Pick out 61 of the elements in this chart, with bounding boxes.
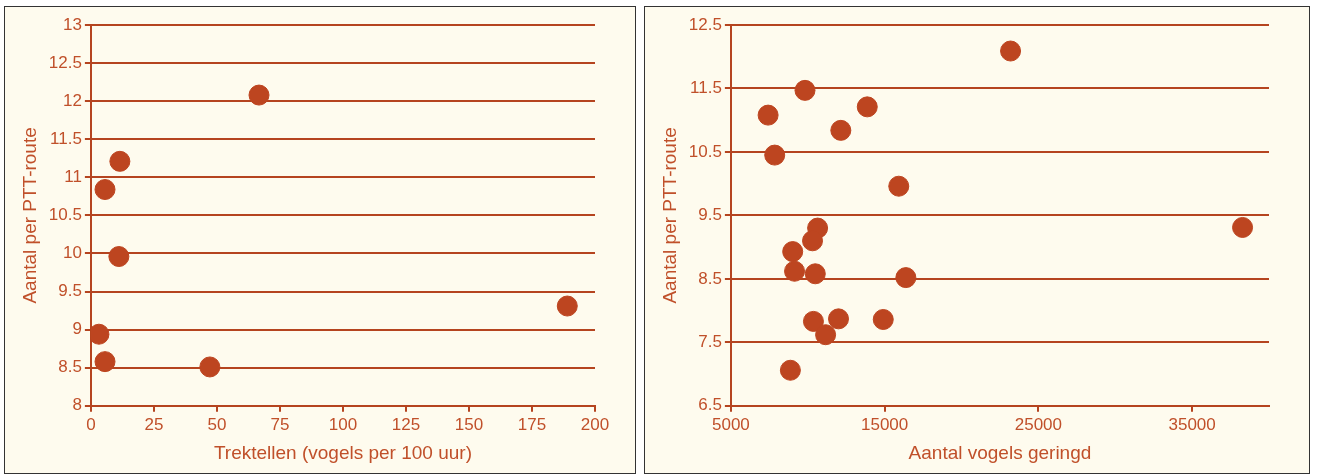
x-tick-label: 25	[144, 414, 164, 434]
point	[1000, 40, 1022, 62]
point	[830, 119, 852, 141]
y-tick-label: 12	[62, 90, 82, 110]
point	[108, 246, 130, 268]
y-tick-label: 9	[72, 319, 82, 339]
point	[109, 150, 131, 172]
x-tick-label: 150	[454, 414, 484, 434]
y-tick-label: 11.5	[50, 128, 82, 148]
point	[1232, 216, 1254, 238]
point	[872, 308, 894, 330]
y-tick-label: 12.5	[48, 52, 82, 72]
x-tick-label: 100	[328, 414, 358, 434]
y-tick-label: 10	[62, 243, 82, 263]
y-tick-label: 8.5	[58, 357, 82, 377]
y-tick-label: 7.5	[698, 332, 722, 352]
point	[199, 356, 221, 378]
y-tick-label: 8.5	[698, 268, 722, 288]
y-tick-label: 11.5	[690, 78, 722, 98]
x-tick-label: 35000	[1168, 414, 1216, 434]
point	[782, 241, 804, 263]
y-tick-label: 13	[62, 14, 82, 34]
x-tick-label: 200	[580, 414, 610, 434]
point	[90, 323, 110, 345]
y-axis-title: Aantal per PTT-route	[18, 127, 40, 304]
point	[784, 260, 806, 282]
x-axis-title: Aantal vogels geringd	[908, 441, 1092, 463]
y-tick-label: 9.5	[58, 281, 82, 301]
point	[815, 324, 837, 346]
x-tick-label: 50	[207, 414, 227, 434]
x-tick-label: 5000	[711, 414, 750, 434]
x-tick-label: 125	[391, 414, 421, 434]
x-axis-title: Trektellen (vogels per 100 uur)	[213, 441, 472, 463]
point	[895, 267, 917, 289]
y-tick-label: 6.5	[698, 395, 722, 415]
x-tick-label: 15000	[860, 414, 909, 434]
point	[764, 144, 786, 166]
y-tick-label: 9.5	[698, 205, 722, 225]
point	[94, 179, 116, 201]
point	[556, 295, 578, 317]
y-tick-label: 10.5	[48, 205, 82, 225]
point	[888, 175, 910, 197]
point	[804, 263, 826, 285]
y-tick-label: 8	[72, 395, 82, 415]
x-tick-label: 0	[86, 414, 96, 434]
x-tick-label: 25000	[1014, 414, 1063, 434]
y-axis-title: Aantal per PTT-route	[658, 127, 680, 304]
y-tick-label: 12.5	[688, 14, 722, 34]
point	[856, 96, 878, 118]
point	[802, 310, 824, 332]
x-tick-label: 75	[270, 414, 290, 434]
point	[802, 230, 824, 252]
y-tick-label: 10.5	[688, 141, 722, 161]
point	[94, 351, 116, 373]
x-tick-label: 175	[517, 414, 547, 434]
point	[779, 359, 801, 381]
point	[757, 104, 779, 126]
point	[794, 79, 816, 101]
point	[248, 84, 270, 106]
point	[828, 308, 850, 330]
y-tick-label: 11	[64, 167, 82, 187]
